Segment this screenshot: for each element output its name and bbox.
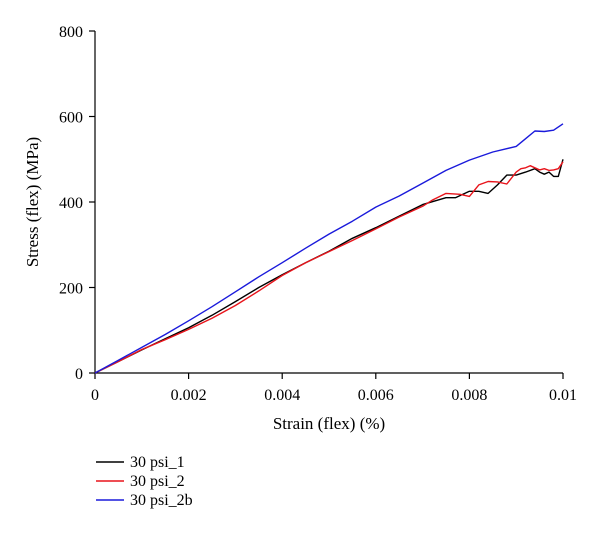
legend: 30 psi_1 30 psi_2 30 psi_2b xyxy=(96,454,193,509)
series-lines xyxy=(94,123,564,374)
x-tick-label: 0 xyxy=(91,387,99,404)
axes xyxy=(94,31,563,374)
y-tick-label: 800 xyxy=(59,24,83,41)
y-tick-label: 600 xyxy=(59,110,83,127)
y-tick-label: 0 xyxy=(75,366,83,383)
tick-marks xyxy=(89,30,564,379)
y-axis-title: Stress (flex) (MPa) xyxy=(23,137,42,267)
x-tick-label: 0.01 xyxy=(549,387,577,404)
y-tick-label: 200 xyxy=(59,281,83,298)
series-line-2 xyxy=(94,161,564,374)
y-tick-label: 400 xyxy=(59,195,83,212)
legend-label: 30 psi_1 xyxy=(130,454,185,471)
x-tick-label: 0.006 xyxy=(358,387,394,404)
legend-label: 30 psi_2b xyxy=(130,492,193,509)
x-axis-title: Strain (flex) (%) xyxy=(273,414,385,433)
series-line-1 xyxy=(94,159,564,374)
series-line-3 xyxy=(94,123,564,374)
legend-label: 30 psi_2 xyxy=(130,473,185,490)
x-tick-label: 0.004 xyxy=(264,387,300,404)
x-tick-label: 0.008 xyxy=(451,387,487,404)
x-tick-label: 0.002 xyxy=(171,387,207,404)
tick-labels: 0 0.002 0.004 0.006 0.008 0.01 0 200 400 600 800 xyxy=(59,24,577,404)
